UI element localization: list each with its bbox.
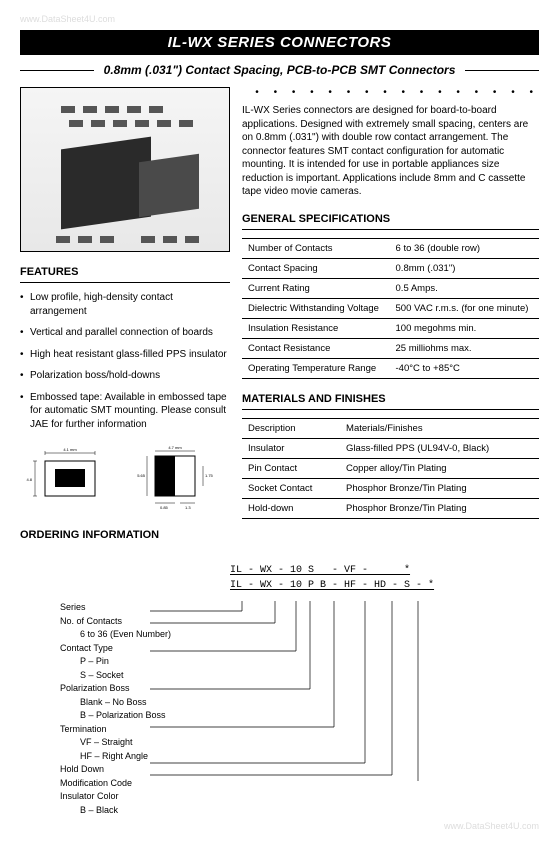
watermark-top: www.DataSheet4U.com xyxy=(20,14,539,24)
table-row: Number of Contacts6 to 36 (double row) xyxy=(242,238,539,258)
materials-table: DescriptionMaterials/Finishes InsulatorG… xyxy=(242,418,539,519)
features-rule xyxy=(20,282,230,283)
table-row: InsulatorGlass-filled PPS (UL94V-0, Blac… xyxy=(242,438,539,458)
feature-item: Embossed tape: Available in embossed tap… xyxy=(20,391,230,432)
svg-text:1.75: 1.75 xyxy=(205,473,214,478)
feature-item: Low profile, high-density contact arrang… xyxy=(20,291,230,318)
table-row: Contact Resistance25 milliohms max. xyxy=(242,338,539,358)
svg-text:5.65: 5.65 xyxy=(137,473,146,478)
code-tree-item: Polarization Boss xyxy=(60,682,539,696)
description-text: IL-WX Series connectors are designed for… xyxy=(242,104,539,199)
table-row: Operating Temperature Range-40°C to +85°… xyxy=(242,358,539,378)
svg-text:0.85: 0.85 xyxy=(160,505,169,510)
svg-text:1.3: 1.3 xyxy=(185,505,191,510)
product-photo xyxy=(20,87,230,252)
code-tree-item: Contact Type xyxy=(60,642,539,656)
table-row: Current Rating0.5 Amps. xyxy=(242,278,539,298)
code-tree-item: Modification Code xyxy=(60,777,539,791)
dimension-drawings: 4.1 mm 4.8 4.7 mm 1. xyxy=(20,441,230,511)
code-tree-sub: B – Polarization Boss xyxy=(60,709,539,723)
watermark-bottom: www.DataSheet4U.com xyxy=(20,821,539,831)
feature-item: High heat resistant glass-filled PPS ins… xyxy=(20,348,230,362)
code-tree-item: Series xyxy=(60,601,539,615)
code-tree-sub: S – Socket xyxy=(60,669,539,683)
code-tree-item: Hold Down xyxy=(60,763,539,777)
code-tree-sub: Blank – No Boss xyxy=(60,696,539,710)
table-row: Insulation Resistance100 megohms min. xyxy=(242,318,539,338)
svg-text:4.1 mm: 4.1 mm xyxy=(63,447,77,452)
ordering-block: IL - WX - 10 S - VF - * IL - WX - 10 P B… xyxy=(20,563,539,817)
ordering-heading: ORDERING INFORMATION xyxy=(20,529,230,541)
code-tree-item: No. of Contacts xyxy=(60,615,539,629)
code-tree-item: Insulator Color xyxy=(60,790,539,804)
part-code-row-1: IL - WX - 10 S - VF - * xyxy=(230,563,434,578)
features-heading: FEATURES xyxy=(20,266,230,278)
dot-rule: • • • • • • • • • • • • • • • • xyxy=(242,87,539,98)
rule-left xyxy=(20,70,94,71)
subtitle-row: 0.8mm (.031") Contact Spacing, PCB-to-PC… xyxy=(20,63,539,77)
feature-item: Polarization boss/hold-downs xyxy=(20,369,230,383)
svg-text:4.8: 4.8 xyxy=(26,477,32,482)
subtitle: 0.8mm (.031") Contact Spacing, PCB-to-PC… xyxy=(94,63,466,77)
dimension-drawing-right: 4.7 mm 1.75 5.65 0.85 1.3 xyxy=(125,441,220,511)
table-row: Pin ContactCopper alloy/Tin Plating xyxy=(242,458,539,478)
gen-spec-heading: GENERAL SPECIFICATIONS xyxy=(242,213,539,225)
part-code-row-2: IL - WX - 10 P B - HF - HD - S - * xyxy=(230,578,434,593)
code-tree-sub: B – Black xyxy=(60,804,539,818)
materials-rule xyxy=(242,409,539,410)
code-tree-item: Termination xyxy=(60,723,539,737)
materials-heading: MATERIALS AND FINISHES xyxy=(242,393,539,405)
table-row: Dielectric Withstanding Voltage500 VAC r… xyxy=(242,298,539,318)
table-row: Socket ContactPhosphor Bronze/Tin Platin… xyxy=(242,478,539,498)
code-tree-sub: VF – Straight xyxy=(60,736,539,750)
table-row: Contact Spacing0.8mm (.031") xyxy=(242,258,539,278)
gen-spec-rule xyxy=(242,229,539,230)
features-list: Low profile, high-density contact arrang… xyxy=(20,291,230,431)
svg-text:4.7 mm: 4.7 mm xyxy=(168,445,182,450)
code-tree-sub: P – Pin xyxy=(60,655,539,669)
feature-item: Vertical and parallel connection of boar… xyxy=(20,326,230,340)
rule-right xyxy=(465,70,539,71)
dimension-drawing-left: 4.1 mm 4.8 xyxy=(20,441,115,511)
code-tree-sub: 6 to 36 (Even Number) xyxy=(60,628,539,642)
page-title-bar: IL-WX SERIES CONNECTORS xyxy=(20,30,539,55)
gen-spec-table: Number of Contacts6 to 36 (double row) C… xyxy=(242,238,539,379)
code-tree-sub: HF – Right Angle xyxy=(60,750,539,764)
table-row: Hold-downPhosphor Bronze/Tin Plating xyxy=(242,498,539,518)
table-row: DescriptionMaterials/Finishes xyxy=(242,418,539,438)
